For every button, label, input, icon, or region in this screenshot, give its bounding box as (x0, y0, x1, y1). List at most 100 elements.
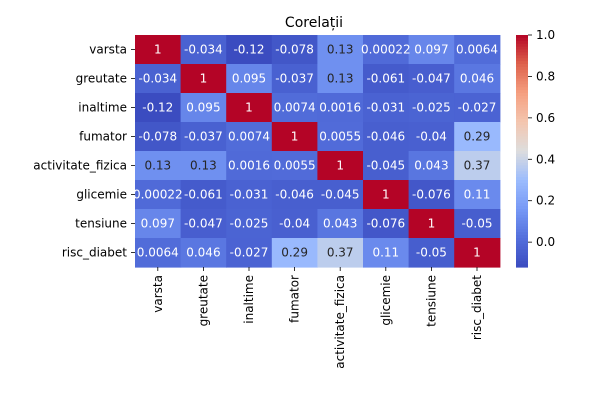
cell-annotation: -0.031 (230, 188, 269, 202)
heatmap-cell (271, 180, 318, 210)
cell-annotation: 1 (154, 43, 162, 57)
heatmap-cell (317, 209, 364, 239)
cell-annotation: 0.043 (323, 217, 357, 231)
cell-annotation: -0.037 (275, 72, 314, 86)
colorbar-segment (516, 81, 528, 85)
heatmap-cell (135, 35, 182, 65)
colorbar-segment (516, 214, 528, 219)
colorbar-segment (516, 87, 528, 91)
cell-annotation: 0.0064 (137, 246, 179, 260)
x-tick-label: inaltime (242, 275, 256, 324)
colorbar-segment (516, 185, 528, 190)
cell-annotation: 0.29 (281, 246, 308, 260)
colorbar-segment (516, 84, 528, 88)
heatmap-cell (363, 180, 410, 210)
heatmap-cell (271, 122, 318, 152)
heatmap-cell (408, 64, 455, 94)
x-tick-label: glicemie (379, 275, 393, 326)
colorbar-segment (516, 75, 528, 80)
heatmap-cell (180, 93, 227, 123)
y-axis-labels: varsta greutate inaltime fumator activitate_… (33, 43, 135, 260)
colorbar-segment (516, 55, 528, 59)
heatmap-cell (226, 64, 273, 94)
heatmap-cell (408, 238, 455, 268)
heatmap-cell (408, 180, 455, 210)
heatmap-cell (226, 180, 273, 210)
colorbar-segment (516, 171, 528, 175)
colorbar-segment (516, 40, 528, 45)
colorbar-segment (516, 127, 528, 132)
heatmap-cell (135, 64, 182, 94)
colorbar-segment (516, 182, 528, 187)
colorbar-segment (516, 148, 528, 152)
cell-annotation: 0.29 (464, 130, 491, 144)
y-tick-label: activitate_fizica (33, 159, 127, 173)
colorbar-tick-label: 0.2 (536, 194, 555, 208)
y-tick-label: inaltime (78, 101, 127, 115)
heatmap-cell (408, 209, 455, 239)
cell-annotation: 0.37 (464, 159, 491, 173)
colorbar-segment (516, 136, 528, 140)
colorbar-segment (516, 240, 528, 245)
colorbar-segment (516, 72, 528, 77)
heatmap-cell (317, 180, 364, 210)
colorbar-segment (516, 122, 528, 126)
colorbar-segment (516, 188, 528, 193)
cell-annotation: 0.11 (464, 188, 491, 202)
cell-annotation: 0.046 (460, 72, 494, 86)
cell-annotation: -0.037 (184, 130, 223, 144)
colorbar-segment (516, 49, 528, 53)
heatmap-cell (226, 151, 273, 181)
cell-annotation: 1 (336, 159, 344, 173)
heatmap-cell (271, 238, 318, 268)
x-tick-label: activitate_fizica (333, 275, 347, 369)
colorbar-segment (516, 226, 528, 230)
colorbar-segment (516, 243, 528, 248)
colorbar-segment (516, 229, 528, 233)
cell-annotation: -0.025 (230, 217, 269, 231)
heatmap-cells (135, 35, 501, 268)
colorbar-segment (516, 95, 528, 100)
cell-annotation: 0.0016 (228, 159, 270, 173)
cell-annotation: 0.00022 (361, 43, 411, 57)
cell-annotation: 0.13 (327, 43, 354, 57)
x-tick-label: risc_diabet (470, 275, 484, 340)
colorbar-segment (516, 217, 528, 222)
heatmap-cell (454, 151, 501, 181)
cell-annotation: 0.043 (414, 159, 448, 173)
cell-annotation: -0.12 (233, 43, 264, 57)
heatmap-cell (454, 122, 501, 152)
colorbar-segment (516, 46, 528, 51)
heatmap-cell (226, 93, 273, 123)
heatmap-cell (408, 35, 455, 65)
colorbar-segment (516, 232, 528, 236)
heatmap-cell (135, 238, 182, 268)
colorbar-segment (516, 110, 528, 114)
cell-annotation: 0.0074 (228, 130, 270, 144)
x-tick-label: greutate (196, 275, 210, 326)
heatmap-cell (226, 209, 273, 239)
cell-annotation: 0.37 (327, 246, 354, 260)
cell-annotation: 1 (291, 130, 299, 144)
colorbar-segment (516, 124, 528, 129)
cell-annotation: 1 (428, 217, 436, 231)
colorbar-segment (516, 159, 528, 164)
heatmap-cell (408, 122, 455, 152)
cell-annotation: 0.0055 (319, 130, 361, 144)
colorbar-segment (516, 191, 528, 196)
cell-annotation: -0.076 (366, 217, 405, 231)
colorbar-tick-label: 0.8 (536, 69, 555, 83)
colorbar-segment (516, 211, 528, 216)
cell-annotation: -0.076 (412, 188, 451, 202)
y-tick-label: glicemie (76, 188, 127, 202)
colorbar: 0.0 0.2 0.4 0.6 0.8 1.0 (516, 28, 555, 268)
cell-annotation: -0.034 (184, 43, 223, 57)
colorbar-segment (516, 66, 528, 71)
heatmap-cell (317, 64, 364, 94)
cell-annotation: 1 (382, 188, 390, 202)
heatmap-cell (271, 93, 318, 123)
y-tick-label: fumator (79, 130, 127, 144)
cell-annotation: 0.13 (327, 72, 354, 86)
heatmap-cell (454, 64, 501, 94)
